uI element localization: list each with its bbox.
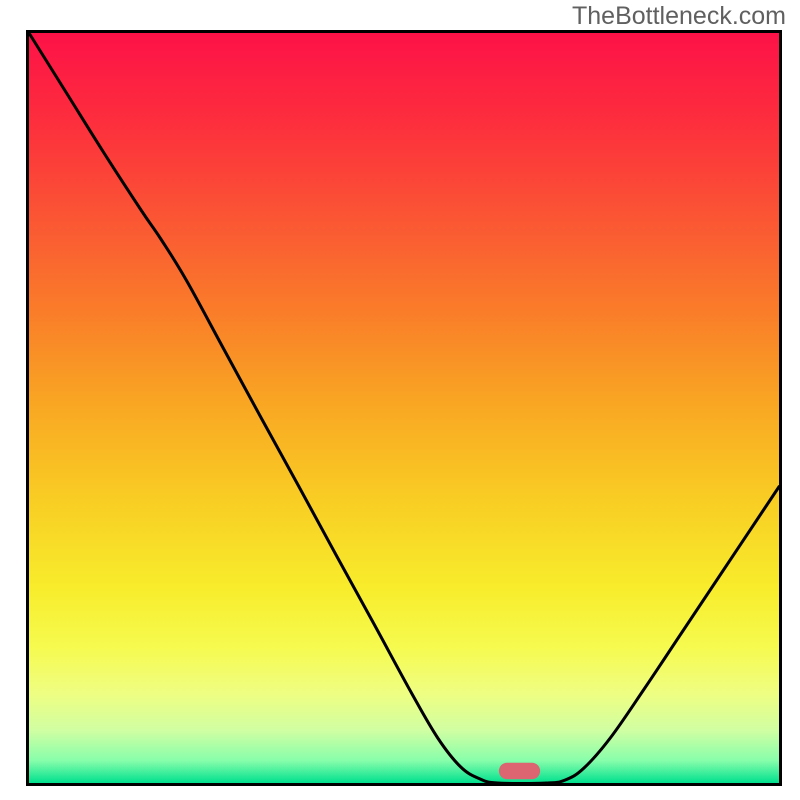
watermark-text: TheBottleneck.com	[572, 2, 786, 31]
chart-frame: TheBottleneck.com	[0, 0, 800, 800]
gradient-background	[29, 33, 779, 783]
